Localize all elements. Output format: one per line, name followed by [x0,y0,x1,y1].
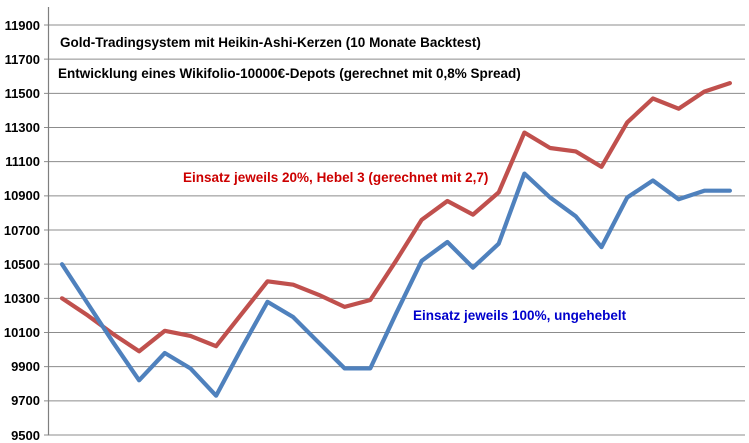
chart-title: Gold-Tradingsystem mit Heikin-Ashi-Kerze… [60,35,481,50]
y-tick-label-9700: 9700 [11,393,40,409]
y-tick-label-11900: 11900 [4,17,40,33]
y-tick-label-11700: 11700 [4,51,40,67]
y-tick-label-10900: 10900 [3,188,40,204]
y-tick-label-11500: 11500 [4,85,40,101]
y-tick-label-9900: 9900 [11,359,40,375]
series-line-ungehebelt [59,171,733,398]
y-tick-label-11100: 11100 [5,154,40,170]
y-tick-label-10500: 10500 [3,256,40,272]
chart-subtitle: Entwicklung eines Wikifolio-10000€-Depot… [58,66,521,81]
y-tick-label-10700: 10700 [3,222,40,238]
series-label-ungehebelt: Einsatz jeweils 100%, ungehebelt [413,308,627,323]
y-tick-label-9500: 9500 [11,427,40,443]
series-label-hebel3: Einsatz jeweils 20%, Hebel 3 (gerechnet … [183,170,489,185]
y-tick-label-10100: 10100 [3,325,40,340]
y-tick-label-11300: 11300 [4,120,40,135]
y-tick-label-10300: 10300 [3,290,40,306]
series-line-hebel3 [59,80,733,354]
